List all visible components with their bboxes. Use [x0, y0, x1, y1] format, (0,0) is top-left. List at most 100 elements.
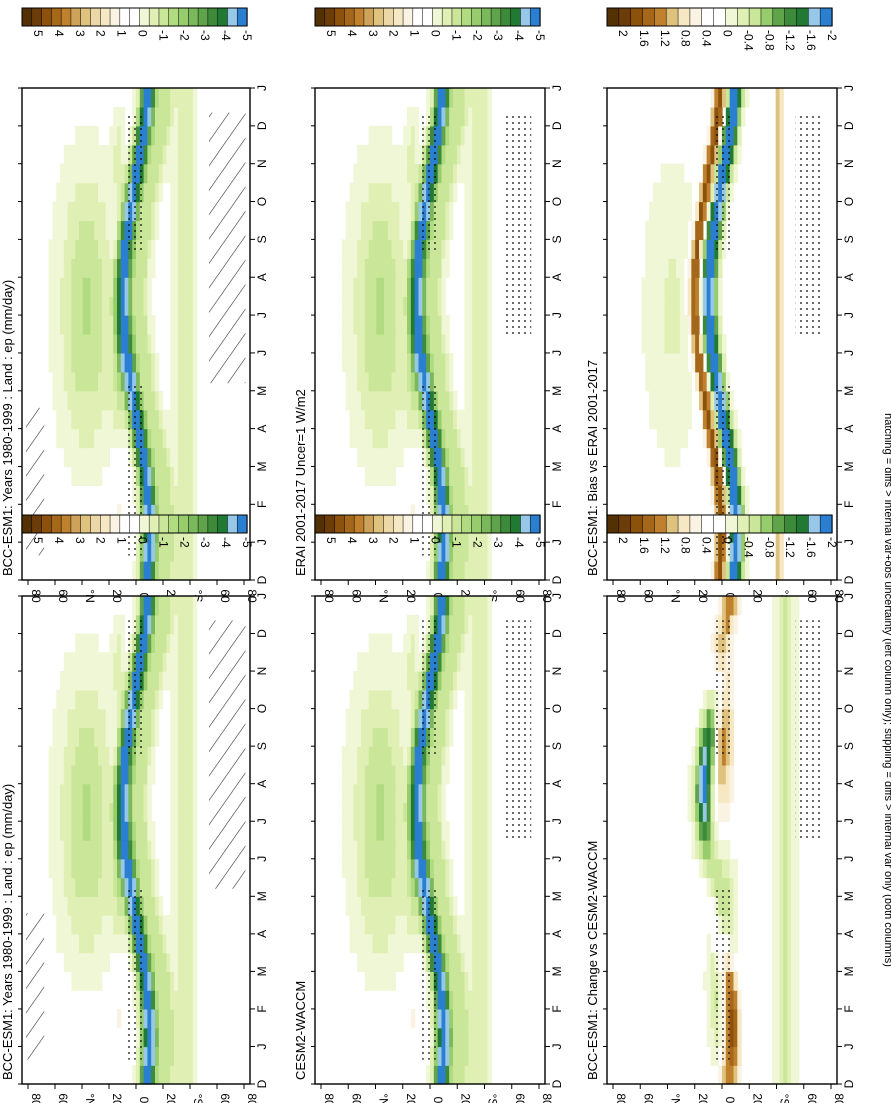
- heatmap-cell: [464, 125, 469, 146]
- colorbar-swatch: [373, 514, 385, 534]
- heatmap-cell: [177, 840, 183, 860]
- heatmap-cell: [128, 802, 133, 822]
- heatmap-cell: [189, 409, 194, 430]
- heatmap-cell: [687, 764, 692, 785]
- heatmap-cell: [357, 896, 362, 916]
- heatmap-cell: [729, 990, 735, 1010]
- heatmap-cell: [645, 296, 650, 316]
- heatmap-cell: [353, 671, 358, 691]
- heatmap-cell: [695, 334, 700, 354]
- heatmap-cell: [453, 106, 458, 127]
- heatmap-cell: [729, 858, 735, 879]
- heatmap-cell: [687, 783, 692, 804]
- heatmap-cell: [174, 671, 179, 691]
- heatmap-cell: [357, 933, 362, 954]
- heatmap-cell: [98, 371, 103, 392]
- heatmap-cell: [90, 315, 95, 335]
- heatmap-cell: [113, 671, 118, 691]
- heatmap-cell: [82, 125, 88, 146]
- heatmap-cell: [147, 88, 152, 108]
- colorbar-swatch: [109, 7, 121, 27]
- heatmap-cell: [672, 277, 677, 297]
- heatmap-cell: [476, 352, 481, 373]
- heatmap-cell: [124, 671, 129, 691]
- heatmap-cell: [170, 466, 175, 486]
- heatmap-cell: [441, 371, 446, 392]
- heatmap-cell: [418, 708, 423, 728]
- heatmap-cell: [456, 485, 462, 505]
- heatmap-cell: [456, 952, 462, 972]
- heatmap-cell: [132, 561, 137, 581]
- heatmap-cell: [479, 182, 485, 203]
- heatmap-cell: [151, 201, 156, 222]
- heatmap-cell: [487, 1027, 492, 1048]
- heatmap-cell: [476, 409, 481, 430]
- heatmap-cell: [181, 746, 186, 766]
- colorbar-frame: [314, 514, 541, 534]
- heatmap-cell: [98, 708, 103, 728]
- heatmap-cell: [63, 652, 69, 672]
- heatmap-cell: [645, 334, 650, 354]
- heatmap-cell: [391, 689, 397, 710]
- heatmap-cell: [170, 614, 175, 635]
- heatmap-cell: [487, 504, 492, 524]
- heatmap-cell: [660, 390, 666, 411]
- heatmap-cell: [109, 390, 114, 411]
- heatmap-cell: [341, 334, 347, 354]
- heatmap-cell: [189, 220, 194, 240]
- heatmap-cell: [158, 1065, 164, 1085]
- heatmap-cell: [349, 821, 354, 841]
- heatmap-cell: [437, 390, 443, 411]
- heatmap-cell: [170, 802, 175, 822]
- heatmap-cell: [384, 296, 389, 316]
- heatmap-cell: [464, 390, 469, 411]
- heatmap-cell: [779, 1065, 784, 1085]
- heatmap-cell: [136, 1065, 141, 1085]
- heatmap-cell: [395, 952, 400, 972]
- heatmap-cell: [177, 220, 183, 240]
- heatmap-cell: [151, 746, 156, 766]
- heatmap-cell: [128, 334, 133, 354]
- heatmap-cell: [426, 371, 431, 392]
- heatmap-cell: [464, 1046, 469, 1066]
- heatmap-cell: [729, 409, 735, 430]
- heatmap-cell: [113, 390, 118, 411]
- heatmap-cell: [376, 821, 381, 841]
- heatmap-cell: [361, 296, 366, 316]
- heatmap-cell: [472, 783, 477, 804]
- heatmap-cell: [193, 88, 198, 108]
- heatmap-cell: [174, 840, 179, 860]
- heatmap-cell: [464, 106, 469, 127]
- x-tick-label: J: [842, 539, 856, 545]
- heatmap-cell: [124, 652, 129, 672]
- heatmap-cell: [410, 182, 416, 203]
- heatmap-cell: [418, 163, 423, 184]
- colorbar-swatch: [188, 514, 199, 534]
- heatmap-cell: [737, 428, 742, 449]
- heatmap-cell: [361, 409, 366, 430]
- heatmap-cell: [372, 633, 377, 653]
- heatmap-cell: [430, 88, 435, 108]
- heatmap-cell: [733, 88, 738, 108]
- heatmap-cell: [368, 952, 374, 972]
- heatmap-cell: [193, 727, 198, 747]
- heatmap-cell: [668, 390, 673, 411]
- heatmap-cell: [71, 971, 76, 991]
- heatmap-cell: [349, 746, 354, 766]
- heatmap-cell: [476, 88, 481, 108]
- heatmap-cell: [464, 485, 469, 505]
- heatmap-cell: [737, 561, 742, 581]
- heatmap-cell: [132, 783, 137, 804]
- heatmap-cell: [189, 764, 194, 785]
- heatmap-cell: [695, 821, 700, 841]
- heatmap-cell: [105, 334, 110, 354]
- heatmap-cell: [181, 315, 186, 335]
- colorbar-label: 1: [115, 537, 129, 544]
- heatmap-cell: [75, 390, 80, 411]
- heatmap-cell: [86, 821, 91, 841]
- heatmap-cell: [151, 485, 156, 505]
- heatmap-cell: [189, 990, 194, 1010]
- heatmap-cell: [410, 409, 416, 430]
- heatmap-cell: [101, 201, 107, 222]
- heatmap-cell: [468, 485, 473, 505]
